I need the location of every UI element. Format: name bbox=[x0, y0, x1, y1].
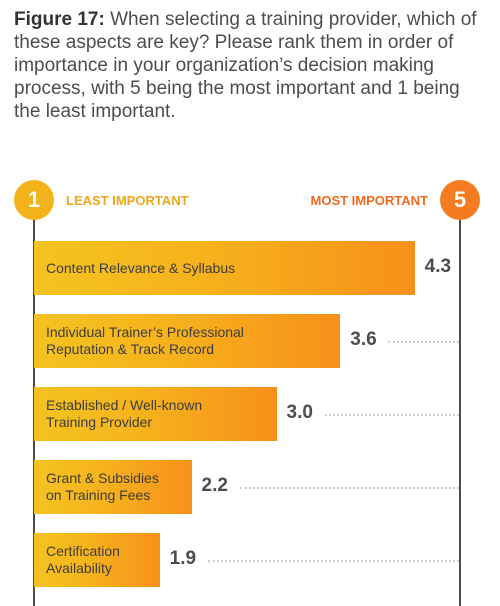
bar-value-label: 1.9 bbox=[169, 548, 197, 569]
bar-category-label: Grant & Subsidies on Training Fees bbox=[46, 470, 159, 503]
bar-value-label: 2.2 bbox=[201, 475, 228, 496]
axis-line-max bbox=[459, 200, 461, 606]
most-important-label: MOST IMPORTANT bbox=[310, 193, 428, 208]
leader-dots bbox=[207, 560, 459, 562]
leader-dots bbox=[239, 487, 459, 489]
bar: Established / Well-known Training Provid… bbox=[34, 387, 277, 441]
figure-label: Figure 17: bbox=[14, 9, 105, 30]
bar-value-label: 3.0 bbox=[286, 402, 313, 423]
scale-max-circle: 5 bbox=[440, 180, 480, 220]
bar: Certification Availability bbox=[34, 533, 160, 587]
scale-min-circle: 1 bbox=[14, 180, 54, 220]
bar-category-label: Content Relevance & Syllabus bbox=[46, 259, 236, 276]
leader-dots bbox=[388, 341, 459, 343]
figure-title: Figure 17: When selecting a training pro… bbox=[14, 8, 490, 123]
bar: Individual Trainer’s Professional Reputa… bbox=[34, 314, 341, 368]
least-important-label: LEAST IMPORTANT bbox=[66, 193, 189, 208]
bar-category-label: Certification Availability bbox=[46, 543, 120, 576]
bar-category-label: Individual Trainer’s Professional Reputa… bbox=[46, 324, 244, 357]
bar-value-label: 3.6 bbox=[350, 329, 377, 350]
bar-value-label: 4.3 bbox=[424, 256, 452, 277]
figure-question: When selecting a training provider, whic… bbox=[14, 9, 477, 122]
bar-category-label: Established / Well-known Training Provid… bbox=[46, 397, 203, 430]
bar: Grant & Subsidies on Training Fees bbox=[34, 460, 192, 514]
bar: Content Relevance & Syllabus bbox=[34, 241, 415, 295]
leader-dots bbox=[324, 414, 459, 416]
